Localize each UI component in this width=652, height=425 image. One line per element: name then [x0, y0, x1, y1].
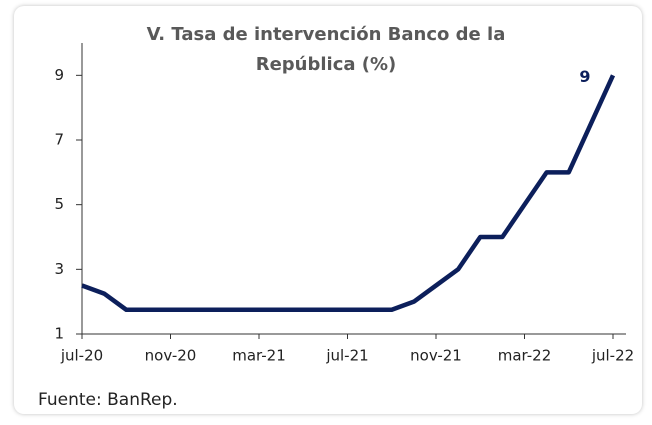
y-tick-label: 7: [54, 131, 64, 149]
data-label: 9: [579, 67, 590, 86]
line: [81, 74, 616, 312]
x-tick-label: nov-21: [410, 347, 462, 365]
y-tick-label: 5: [54, 195, 64, 213]
x-tick-label: mar-21: [232, 347, 286, 365]
y-tick-label: 9: [54, 66, 64, 84]
x-tick-label: jul-22: [591, 347, 634, 365]
y-tick-label: 1: [54, 325, 64, 343]
source: Fuente: BanRep.: [38, 390, 178, 410]
x-tick-label: jul-21: [325, 347, 368, 365]
x-tick-label: mar-22: [498, 347, 552, 365]
x-tick-label: jul-20: [60, 347, 103, 365]
chart-title: V. Tasa de intervención Banco de la Repú…: [146, 24, 506, 75]
frame: [14, 6, 642, 414]
y-tick-label: 3: [54, 260, 64, 278]
x-tick-label: nov-20: [145, 347, 197, 365]
